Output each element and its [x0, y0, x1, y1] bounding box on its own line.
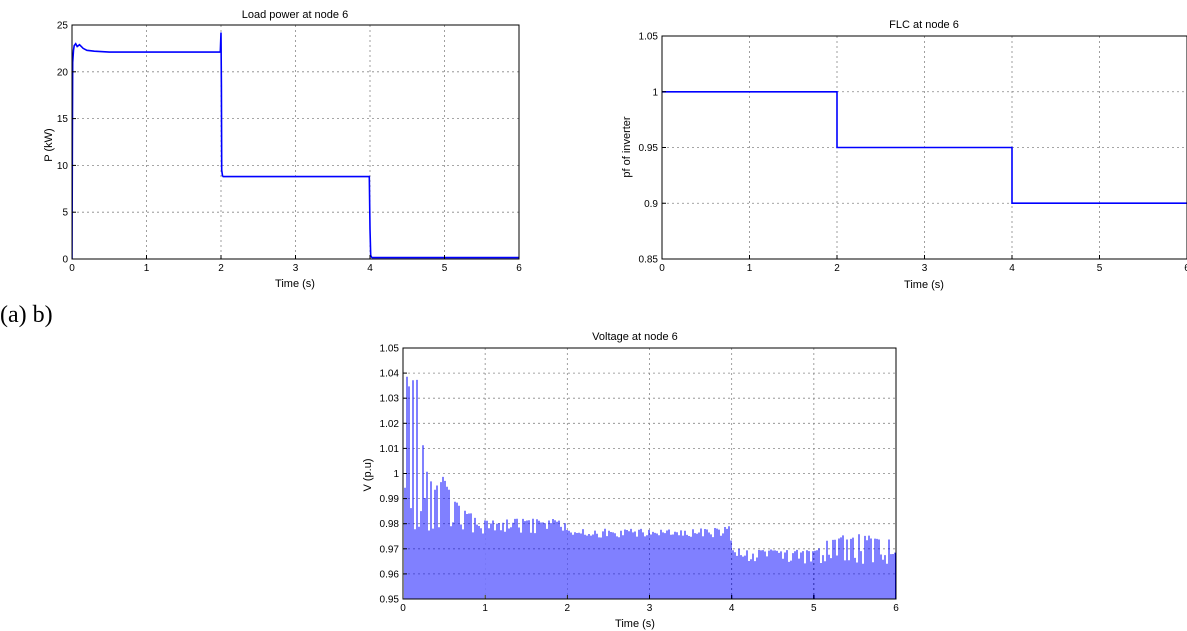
y-tick-label: 15	[57, 114, 69, 125]
y-tick-label: 1	[393, 469, 399, 480]
x-tick-label: 2	[834, 263, 840, 274]
chart-flc: FLC at node 6 Time (s) pf of inverter 0 1…	[621, 19, 1187, 291]
y-tick-label: 1	[652, 87, 658, 98]
chart-title: Load power at node 6	[242, 9, 348, 21]
y-axis-label: pf of inverter	[621, 116, 633, 177]
x-tick-label: 1	[482, 603, 488, 614]
x-tick-label: 3	[647, 603, 653, 614]
x-axis-label: Time (s)	[904, 279, 944, 291]
x-tick-label: 6	[893, 603, 899, 614]
y-tick-label: 0.95	[639, 143, 659, 154]
x-tick-label: 4	[1009, 263, 1015, 274]
y-tick-label: 1.03	[380, 394, 400, 405]
x-tick-label: 3	[922, 263, 928, 274]
chart-load-power: Load power at node 6 Time (s) P (kW) 0 1 2…	[43, 9, 522, 290]
y-tick-label: 1.04	[380, 369, 400, 380]
x-axis-label: Time (s)	[615, 618, 655, 630]
data-layer	[662, 91, 1187, 204]
y-tick-label: 10	[57, 161, 69, 172]
y-axis-label: V (p.u)	[362, 458, 374, 491]
chart-title: Voltage at node 6	[592, 331, 678, 343]
y-tick-label: 0.96	[380, 569, 400, 580]
y-axis-label: P (kW)	[43, 128, 55, 161]
y-tick-label: 0.98	[380, 519, 400, 530]
x-tick-label: 3	[293, 263, 299, 274]
x-axis-label: Time (s)	[275, 278, 315, 290]
chart-voltage: Voltage at node 6 Time (s) V (p.u) 0 1 2 3 4…	[362, 331, 899, 630]
data-layer	[403, 376, 896, 599]
series-line	[662, 91, 1187, 204]
x-tick-label: 0	[659, 263, 665, 274]
x-tick-label: 6	[516, 263, 522, 274]
y-tick-label: 1.05	[380, 344, 400, 355]
voltage-trace	[403, 376, 896, 599]
figure-caption: (a) b)	[0, 302, 53, 328]
y-tick-label: 20	[57, 67, 69, 78]
data-layer	[72, 32, 519, 259]
x-tick-label: 6	[1184, 263, 1187, 274]
x-tick-label: 2	[565, 603, 571, 614]
x-tick-label: 5	[811, 603, 817, 614]
y-tick-label: 0.85	[639, 255, 659, 266]
x-tick-label: 0	[69, 263, 75, 274]
y-tick-label: 1.01	[380, 444, 400, 455]
x-tick-label: 4	[729, 603, 735, 614]
x-tick-label: 4	[367, 263, 373, 274]
y-tick-label: 25	[57, 21, 69, 32]
y-tick-label: 5	[62, 208, 68, 219]
y-tick-label: 1.02	[380, 419, 400, 430]
x-tick-label: 0	[400, 603, 406, 614]
x-tick-label: 1	[747, 263, 753, 274]
y-tick-label: 0.99	[380, 494, 400, 505]
y-tick-label: 0.95	[380, 595, 400, 606]
y-tick-label: 0	[62, 255, 68, 266]
x-tick-label: 1	[144, 263, 150, 274]
y-tick-label: 0.97	[380, 544, 400, 555]
y-tick-label: 1.05	[639, 32, 659, 43]
series-line	[72, 32, 519, 259]
x-tick-label: 5	[1097, 263, 1103, 274]
y-tick-label: 0.9	[644, 199, 658, 210]
x-tick-label: 5	[442, 263, 448, 274]
x-tick-label: 2	[218, 263, 224, 274]
chart-title: FLC at node 6	[889, 19, 959, 31]
